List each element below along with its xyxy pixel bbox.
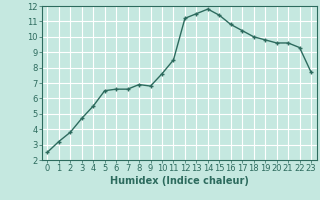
X-axis label: Humidex (Indice chaleur): Humidex (Indice chaleur)	[110, 176, 249, 186]
